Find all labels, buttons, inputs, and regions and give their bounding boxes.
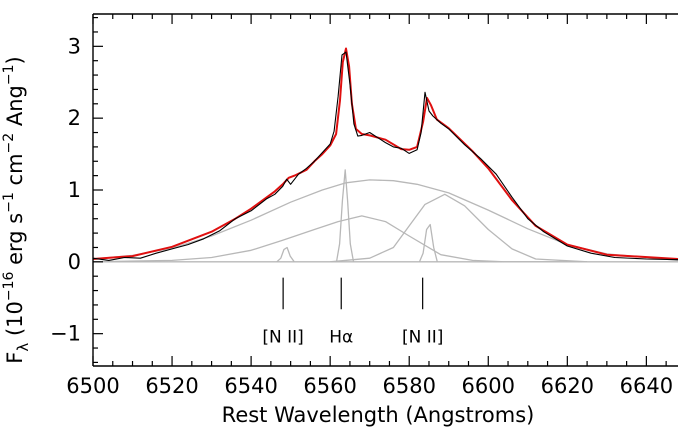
y-label-exp1b: −1 [1, 64, 17, 85]
y-label-f: F [3, 352, 27, 364]
y-label-erg: erg s [3, 213, 27, 272]
y-label-close: ) [3, 56, 27, 64]
y-label-ang: Ang [3, 85, 27, 133]
y-label-exp16: −16 [1, 272, 17, 302]
x-axis-label: Rest Wavelength (Angstroms) [222, 403, 535, 427]
tick-labels: 6500 6520 6540 6560 6580 6600 6620 6640 −1 0 1 2 3 [50, 34, 673, 398]
axes [92, 13, 678, 367]
series-narrow-NII-6548 [276, 246, 295, 263]
series-observed-spectrum [92, 51, 678, 261]
series-narrow-Halpha [335, 169, 355, 262]
x-tick-label: 6580 [382, 374, 435, 398]
line-annotations: [N II] Hα [N II] [262, 277, 443, 347]
x-tick-label: 6620 [541, 374, 594, 398]
annotation-label: Hα [329, 327, 353, 347]
series-blue-shoulder-component [92, 215, 568, 263]
y-label-exp2: −2 [1, 133, 17, 154]
x-tick-label: 6540 [224, 374, 277, 398]
series-red-shoulder-component [330, 193, 588, 263]
y-tick-label: −1 [50, 322, 81, 346]
y-label-cm: cm [3, 153, 27, 192]
y-label-exp1a: −1 [1, 192, 17, 213]
y-tick-label: 0 [68, 250, 81, 274]
y-label-lambda: λ [14, 343, 32, 352]
plot-area [92, 47, 678, 263]
y-tick-label: 3 [68, 34, 81, 58]
x-tick-label: 6500 [66, 374, 119, 398]
x-tick-label: 6600 [462, 374, 515, 398]
annotation-label: [N II] [262, 327, 303, 347]
series-broad-component [92, 179, 678, 262]
y-tick-label: 1 [68, 178, 81, 202]
y-axis-label: Fλ (10−16 erg s−1 cm−2 Ang−1) [1, 56, 32, 363]
annotation-label: [N II] [402, 327, 443, 347]
series-narrow-NII-6584 [418, 223, 438, 263]
x-tick-label: 6520 [145, 374, 198, 398]
y-label-open: (10 [3, 301, 27, 343]
y-tick-label: 2 [68, 106, 81, 130]
x-tick-label: 6640 [620, 374, 673, 398]
x-tick-label: 6560 [303, 374, 356, 398]
series-total-fit [92, 47, 678, 260]
